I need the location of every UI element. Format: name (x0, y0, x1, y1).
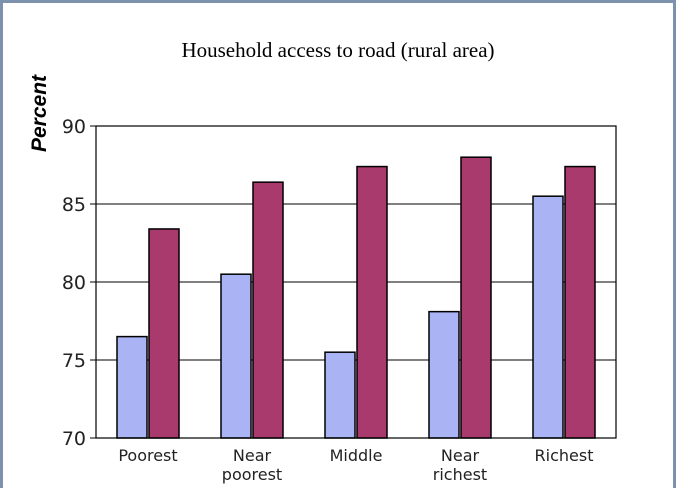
bar-series-2 (356, 165, 388, 439)
y-tick-label: 70 (62, 428, 86, 450)
bar-series-2 (252, 181, 284, 439)
x-category-label: Near richest (433, 446, 487, 484)
bar-series-1 (428, 310, 460, 439)
gridlines (90, 125, 616, 439)
bar-series-2 (148, 228, 180, 439)
x-category-label: Near poorest (222, 446, 282, 484)
bar-series-1 (324, 351, 356, 439)
bar-series-1 (220, 273, 252, 439)
y-tick-label: 75 (62, 350, 86, 372)
x-category-labels: Poorest Near poorest Middle Near richest Riche… (118, 446, 593, 484)
chart-title: Household access to road (rural area) (181, 38, 495, 62)
bar-series-2 (564, 165, 596, 439)
y-tick-label: 90 (62, 116, 86, 138)
bar-series-2 (460, 156, 492, 439)
bar-series-1 (116, 335, 148, 439)
x-category-label: Richest (535, 446, 594, 465)
x-category-label: Middle (330, 446, 383, 465)
y-tick-labels: 70 75 80 85 90 (62, 116, 86, 450)
plot-area-border (95, 125, 617, 439)
y-tick-label: 80 (62, 272, 86, 294)
x-category-label: Poorest (118, 446, 177, 465)
y-tick-label: 85 (62, 194, 86, 216)
bar-series-1 (532, 195, 564, 439)
bars (116, 156, 596, 439)
